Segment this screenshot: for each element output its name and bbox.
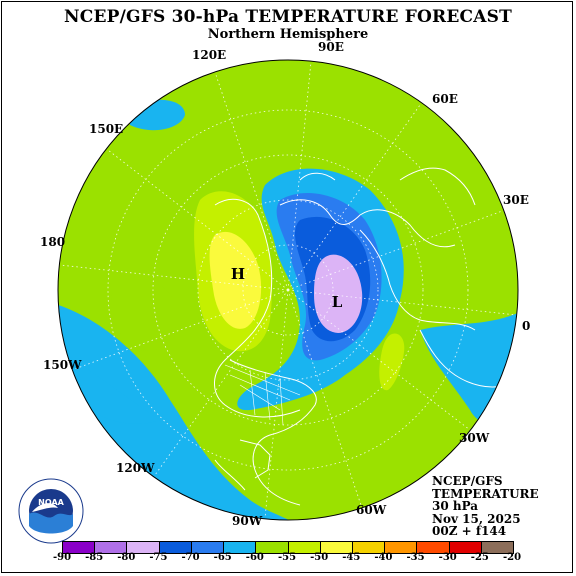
legend-tick-label: -30	[438, 552, 457, 563]
map-boundary	[57, 59, 519, 521]
lon-label-30e: 30E	[503, 193, 529, 207]
legend-tick-label: -85	[85, 552, 104, 563]
legend-tick-label: -50	[310, 552, 329, 563]
legend-tick-label: -90	[52, 552, 72, 563]
boundaries	[224, 364, 301, 426]
warm-core	[209, 231, 262, 329]
lon-label-120e: 120E	[192, 48, 227, 62]
legend-swatch	[288, 542, 321, 553]
lon-label-120w: 120W	[116, 461, 155, 475]
lon-label-90w: 90W	[232, 514, 263, 528]
coastlines	[214, 167, 506, 506]
legend-swatch	[63, 542, 96, 553]
legend-swatch	[256, 542, 289, 553]
legend-swatch	[417, 542, 450, 553]
noaa-logo: NOAA	[18, 478, 84, 544]
chart-title: NCEP/GFS 30-hPa TEMPERATURE FORECAST	[64, 7, 512, 27]
lon-label-180: 180	[40, 235, 66, 249]
vortex-core	[314, 254, 363, 333]
legend-swatch	[320, 542, 353, 553]
warm-patch-e	[379, 333, 405, 391]
legend-swatch	[385, 542, 418, 553]
legend-tick-label: -75	[149, 552, 168, 563]
lon-label-150e: 150E	[89, 122, 124, 136]
info-field: TEMPERATURE	[432, 486, 539, 501]
lon-label-150w: 150W	[43, 358, 82, 372]
lon-label-90e: 90E	[318, 40, 344, 54]
graticule	[59, 61, 517, 519]
legend-ticks: -90 -85 -80 -75 -70 -65 -60 -55 -50 -45 -40 -35 -30 -…	[0, 552, 576, 566]
high-center-label: H	[231, 265, 245, 283]
info-level: 30 hPa	[432, 499, 479, 513]
legend-swatch	[95, 542, 128, 553]
field-patch-w	[110, 278, 178, 351]
color-legend	[62, 541, 514, 554]
low-center-label: L	[332, 293, 343, 311]
legend-tick-label: -65	[213, 552, 232, 563]
legend-swatch	[224, 542, 257, 553]
legend-tick-label: -70	[181, 552, 200, 563]
noaa-logo-text: NOAA	[38, 498, 64, 507]
legend-tick-label: -20	[502, 552, 522, 563]
legend-tick-label: -45	[342, 552, 361, 563]
forecast-info: NCEP/GFS TEMPERATURE 30 hPa Nov 15, 2025…	[432, 475, 539, 538]
chart-subtitle: Northern Hemisphere	[207, 27, 369, 42]
info-model: NCEP/GFS	[432, 474, 503, 488]
legend-swatch	[191, 542, 225, 553]
legend-tick-label: -25	[470, 552, 489, 563]
legend-swatch	[159, 542, 192, 553]
legend-tick-label: -55	[277, 552, 297, 563]
lon-label-60e: 60E	[432, 92, 458, 106]
info-run: 00Z + f144	[432, 524, 507, 538]
legend-tick-label: -60	[245, 552, 264, 563]
legend-swatch	[127, 542, 160, 553]
lon-label-0: 0	[522, 319, 531, 333]
legend-tick-label: -80	[117, 552, 136, 563]
lon-label-60w: 60W	[356, 503, 387, 517]
legend-swatch	[352, 542, 386, 553]
legend-tick-label: -40	[374, 552, 393, 563]
legend-swatch	[481, 542, 514, 553]
info-date: Nov 15, 2025	[432, 511, 521, 526]
legend-swatch	[449, 542, 482, 553]
legend-tick-label: -35	[406, 552, 425, 563]
lon-label-30w: 30W	[459, 431, 490, 445]
